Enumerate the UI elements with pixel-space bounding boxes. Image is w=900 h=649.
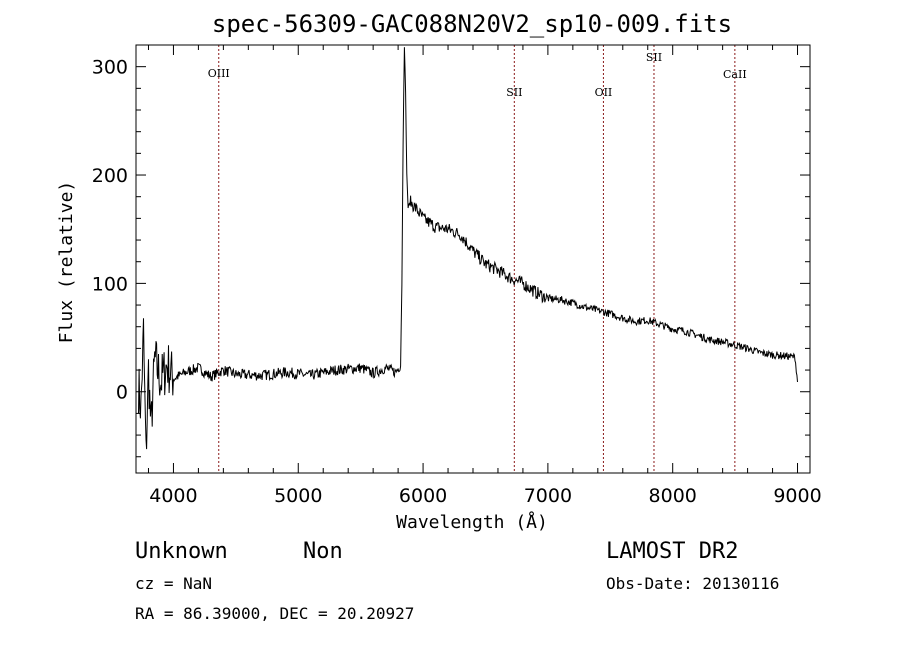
spectral-line-label: SII xyxy=(646,51,662,64)
object-class: Unknown xyxy=(135,539,228,564)
x-axis-label: Wavelength (Å) xyxy=(396,511,548,533)
spectral-line-label: OIII xyxy=(208,67,230,80)
x-tick-label: 6000 xyxy=(399,485,447,507)
x-tick-label: 8000 xyxy=(649,485,697,507)
spectral-line-label: SII xyxy=(506,86,522,99)
y-axis-label: Flux (relative) xyxy=(56,181,77,344)
y-axis-ticks: 0 100 200 300 xyxy=(92,44,810,458)
y-tick-label: 300 xyxy=(92,57,128,79)
coordinates-readout: RA = 86.39000, DEC = 20.20927 xyxy=(135,604,414,623)
chart-title: spec-56309-GAC088N20V2_sp10-009.fits xyxy=(212,10,732,38)
y-tick-label: 200 xyxy=(92,165,128,187)
observation-date: Obs-Date: 20130116 xyxy=(606,574,779,593)
spectrum-series xyxy=(138,47,798,450)
spectral-line-label: CaII xyxy=(723,68,747,81)
spectrum-line xyxy=(138,47,798,450)
survey-name: LAMOST DR2 xyxy=(606,539,738,564)
spectral-line-markers: OIII SII OII SII CaII xyxy=(208,45,747,473)
redshift-readout: cz = NaN xyxy=(135,574,212,593)
x-tick-label: 5000 xyxy=(274,485,322,507)
spectral-line-label: OII xyxy=(595,86,613,99)
plot-frame xyxy=(135,44,811,474)
x-tick-label: 7000 xyxy=(524,485,572,507)
x-axis-ticks: 4000 5000 6000 7000 8000 9000 xyxy=(147,45,822,507)
x-tick-label: 4000 xyxy=(149,485,197,507)
y-tick-label: 0 xyxy=(116,382,128,404)
x-tick-label: 9000 xyxy=(773,485,821,507)
object-subclass: Non xyxy=(303,539,343,564)
y-tick-label: 100 xyxy=(92,273,128,295)
